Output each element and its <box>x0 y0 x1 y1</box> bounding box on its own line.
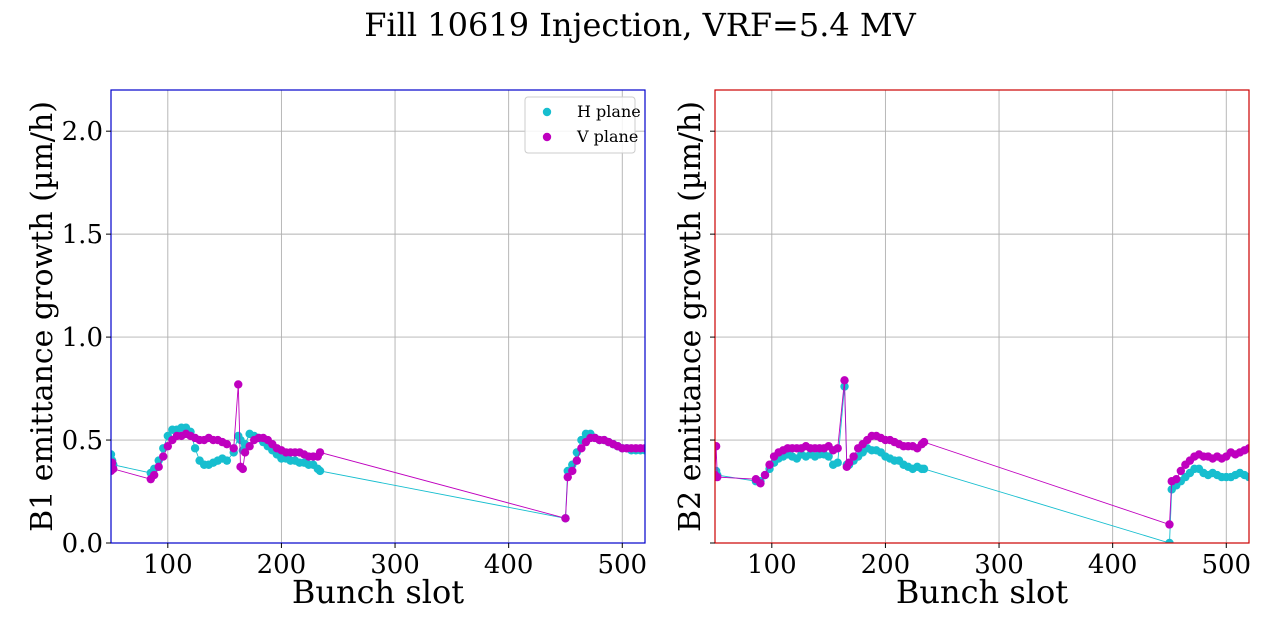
y-tick-label: 1.5 <box>62 220 103 250</box>
v-plane-point <box>919 437 929 447</box>
h-plane-point <box>190 444 200 453</box>
v-plane-point <box>568 466 577 476</box>
x-tick-label: 100 <box>747 550 797 580</box>
h-plane-point <box>824 452 833 461</box>
v-plane-point <box>163 442 173 451</box>
plot-area <box>111 380 645 523</box>
y-tick-label: 0.5 <box>62 426 103 456</box>
v-plane-point <box>245 442 254 451</box>
v-plane-point <box>833 444 842 453</box>
chart-panel-1: 100 200 300 400 500 0.0 0.5 1.0 1.5 2.0 Bunch slot… <box>25 89 647 611</box>
v-plane-point <box>561 514 570 523</box>
plot-area <box>715 376 1249 543</box>
v-plane-point <box>240 448 250 457</box>
v-plane-point <box>849 452 858 461</box>
x-axis-label: Bunch slot <box>292 573 464 611</box>
x-tick-label: 100 <box>143 550 193 580</box>
x-tick-label: 500 <box>1201 550 1251 580</box>
legend-marker <box>542 132 552 142</box>
v-plane-point <box>844 458 854 467</box>
x-tick-label: 200 <box>861 550 911 580</box>
legend-box <box>524 96 636 154</box>
v-plane-point <box>760 470 770 480</box>
v-plane-point <box>756 479 765 488</box>
v-plane-point <box>111 464 118 474</box>
x-tick-label: 500 <box>597 550 647 580</box>
v-plane-point <box>238 464 247 474</box>
h-plane-point <box>315 466 325 476</box>
v-plane-point <box>154 462 163 472</box>
x-tick-label: 300 <box>370 550 420 580</box>
h-plane-point <box>919 464 929 474</box>
x-tick-label: 400 <box>1088 550 1138 580</box>
v-plane-point <box>1176 466 1186 476</box>
series-line-1 <box>715 386 1249 543</box>
y-axis-label: B1 emittance growth (µm/h) <box>25 101 60 532</box>
x-tick-label: 300 <box>974 550 1024 580</box>
y-axis-label: B2 emittance growth (µm/h) <box>673 101 708 532</box>
v-plane-point <box>1165 520 1174 529</box>
v-plane-point <box>765 460 774 469</box>
x-tick-label: 400 <box>484 550 534 580</box>
h-plane-point <box>833 458 842 467</box>
v-plane-point <box>577 444 586 453</box>
v-plane-point <box>222 439 232 449</box>
v-plane-point <box>715 472 722 482</box>
v-plane-point <box>563 472 572 482</box>
v-plane-point <box>149 470 159 480</box>
chart-panel-2: 100 200 300 400 500 Bunch slot B2 emittance gr… <box>673 89 1251 611</box>
v-plane-point <box>715 442 721 451</box>
v-plane-point <box>840 376 849 385</box>
v-plane-point <box>159 452 168 461</box>
x-tick-label: 200 <box>257 550 307 580</box>
series-line-2 <box>111 384 645 519</box>
v-plane-point <box>234 380 243 389</box>
figure-title: Fill 10619 Injection, VRF=5.4 MV <box>364 6 916 44</box>
v-plane-point <box>1244 444 1249 453</box>
v-plane-point <box>1172 474 1181 484</box>
v-plane-point <box>229 444 238 453</box>
v-plane-point <box>640 444 645 453</box>
y-tick-label: 2.0 <box>62 117 103 147</box>
axes-frame <box>110 89 646 544</box>
y-tick-label: 1.0 <box>62 323 103 353</box>
h-plane-point <box>1244 472 1249 482</box>
v-plane-point <box>572 456 582 465</box>
x-axis-label: Bunch slot <box>896 573 1068 611</box>
series-line-2 <box>715 380 1249 526</box>
legend: H plane V plane <box>524 96 641 154</box>
h-plane-point <box>222 456 232 465</box>
legend-marker <box>542 107 552 117</box>
legend-entry: V plane <box>576 127 638 146</box>
y-tick-label: 0.0 <box>62 529 103 559</box>
legend-entry: H plane <box>577 102 641 121</box>
h-plane-point <box>1165 538 1174 543</box>
v-plane-point <box>315 448 325 457</box>
axes-frame <box>714 89 1250 544</box>
